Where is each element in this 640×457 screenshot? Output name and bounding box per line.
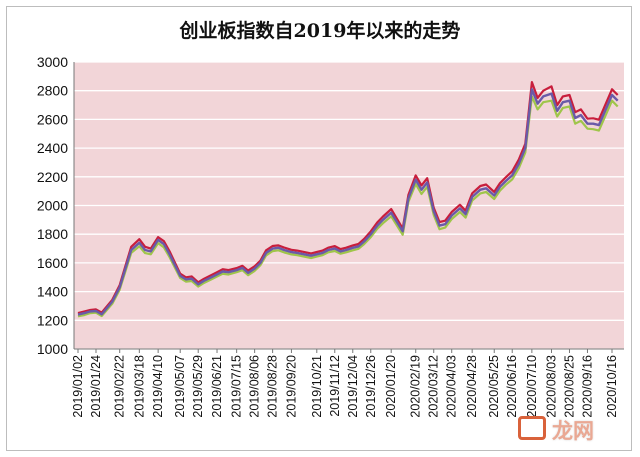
series-lines: [77, 80, 619, 318]
x-tick-label: 2019/04/10: [151, 355, 165, 418]
x-tick-label: 2019/08/28: [266, 355, 280, 418]
x-tick-label: 2020/03/12: [427, 355, 441, 418]
y-tick-label: 2400: [37, 140, 68, 156]
gridlines: [74, 61, 624, 350]
x-tick-label: 2020/10/16: [605, 355, 619, 418]
x-tick-label: 2019/05/29: [191, 355, 205, 418]
y-tick-label: 2200: [37, 169, 68, 185]
x-tick-label: 2019/12/26: [364, 355, 378, 418]
x-tick-label: 2020/02/19: [409, 355, 423, 418]
x-tick-label: 2019/01/02: [71, 355, 85, 418]
x-tick-label: 2019/10/21: [310, 355, 324, 418]
watermark-text: 龙网: [552, 419, 594, 443]
y-axis-tick-labels: 1000 1200 1400 1600 1800 2000 2200 2400 2600 2800…: [37, 54, 68, 357]
y-tick-label: 1400: [37, 284, 68, 300]
y-tick-label: 3000: [37, 54, 68, 70]
x-tick-label: 2020/08/25: [562, 355, 576, 418]
x-tick-label: 2020/08/03: [544, 355, 558, 418]
x-tick-label: 2020/09/16: [580, 355, 594, 418]
x-tick-label: 2019/02/22: [113, 355, 127, 418]
chart-title: 创业板指数自2019年以来的走势: [179, 20, 461, 42]
x-tick-label: 2020/07/10: [525, 355, 539, 418]
x-tick-label: 2019/06/21: [210, 355, 224, 418]
y-tick-label: 1000: [37, 341, 68, 357]
y-tick-label: 2600: [37, 111, 68, 127]
x-tick-label: 2019/03/18: [132, 355, 146, 418]
x-tick-label: 2020/05/25: [487, 355, 501, 418]
y-tick-label: 1600: [37, 255, 68, 271]
x-tick-label: 2019/08/06: [248, 355, 262, 418]
watermark-logo: 龙网: [518, 414, 626, 444]
y-tick-label: 1800: [37, 226, 68, 242]
series-line-close: [77, 88, 619, 316]
x-tick-label: 2020/06/16: [505, 355, 519, 418]
x-tick-label: 2019/12/04: [346, 355, 360, 418]
x-tick-label: 2020/01/20: [384, 355, 398, 418]
x-tick-label: 2019/01/24: [89, 355, 103, 418]
x-tick-label: 2019/05/07: [173, 355, 187, 418]
x-tick-label: 2019/11/12: [328, 355, 342, 417]
x-tick-label: 2020/04/28: [465, 355, 479, 418]
x-tick-label: 2019/09/20: [284, 355, 298, 418]
x-tick-label: 2020/04/03: [445, 355, 459, 418]
y-tick-label: 2800: [37, 83, 68, 99]
x-tick-label: 2019/07/15: [230, 355, 244, 418]
x-axis-tick-labels: 2019/01/02 2019/01/24 2019/02/22 2019/03/18…: [71, 349, 619, 418]
watermark-mark-icon: [518, 416, 546, 440]
y-tick-label: 1200: [37, 312, 68, 328]
y-tick-label: 2000: [37, 198, 68, 214]
